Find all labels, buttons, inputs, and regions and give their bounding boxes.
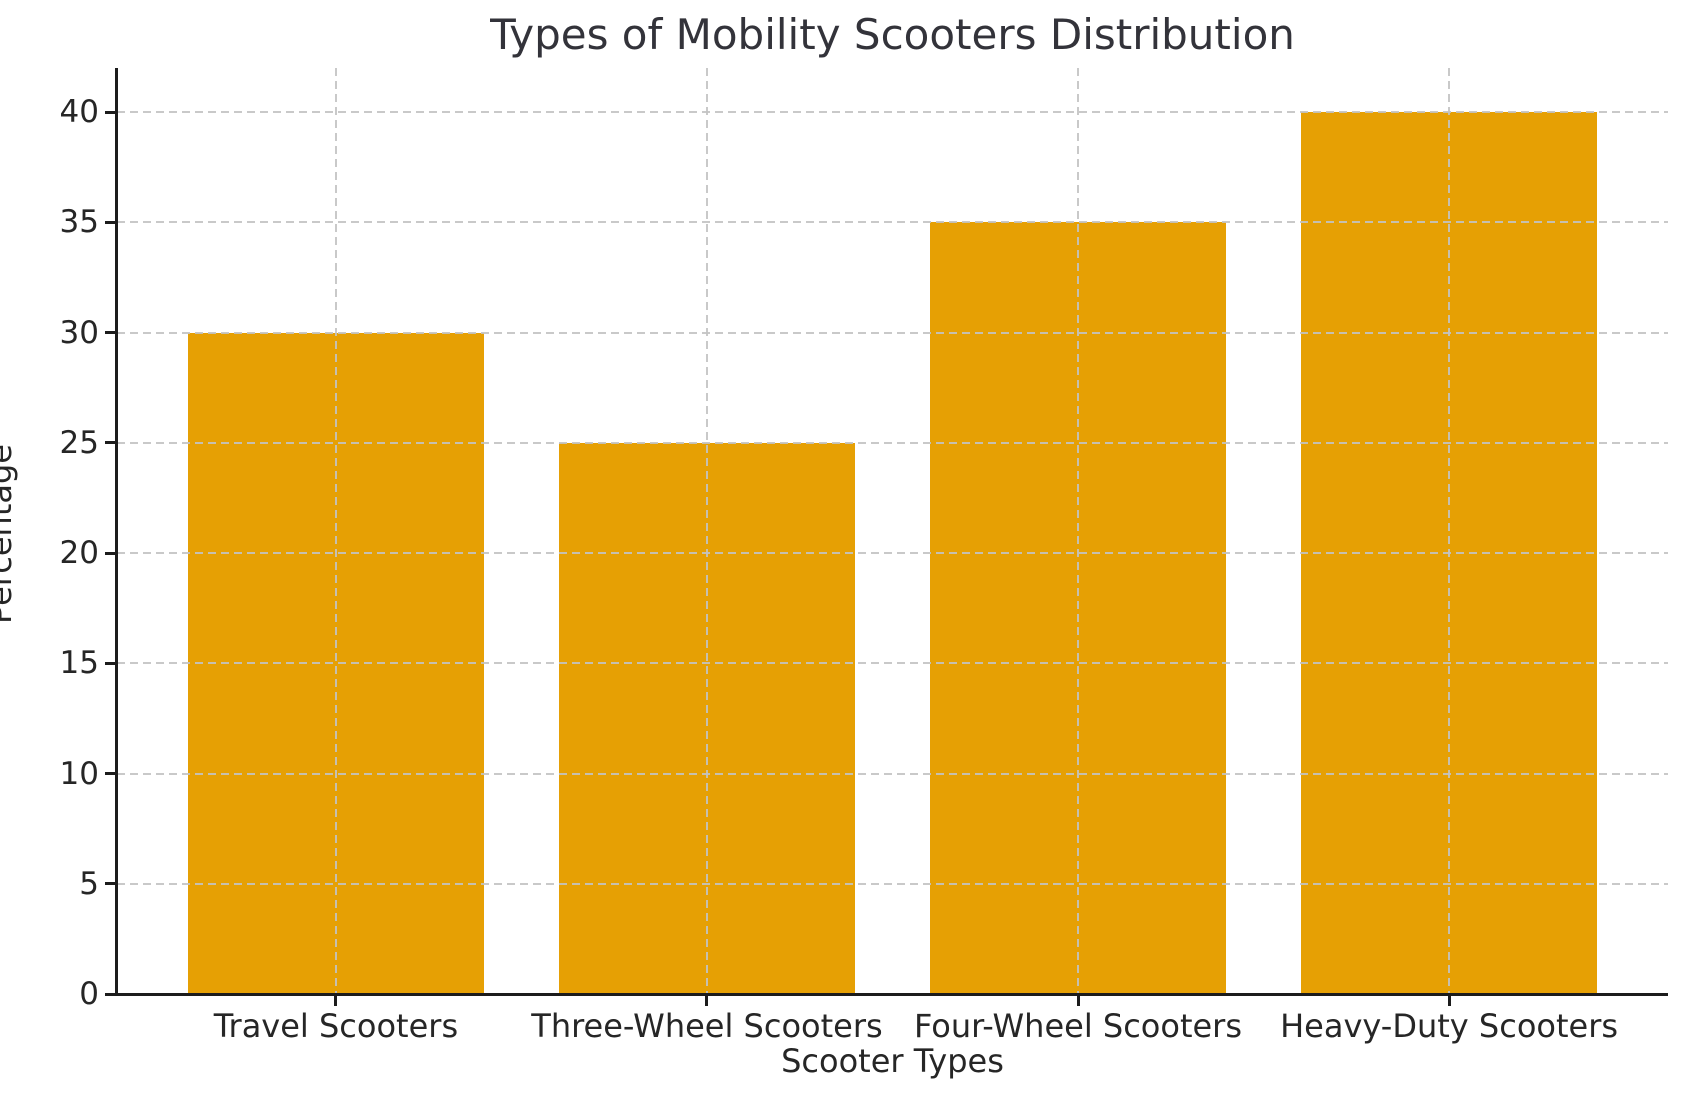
ytick-label-15: 15 xyxy=(59,645,99,682)
ytick-mark-0 xyxy=(105,992,117,996)
gridline-y-30 xyxy=(117,331,1668,334)
gridline-y-40 xyxy=(117,111,1668,114)
ytick-label-35: 35 xyxy=(59,204,99,241)
gridline-y-25 xyxy=(117,441,1668,444)
ytick-label-5: 5 xyxy=(79,865,99,902)
x-axis-spine xyxy=(115,993,1668,996)
ytick-mark-25 xyxy=(105,441,117,445)
ytick-mark-15 xyxy=(105,661,117,665)
gridline-y-20 xyxy=(117,552,1668,555)
xtick-mark-2 xyxy=(1076,994,1080,1006)
xtick-mark-1 xyxy=(705,994,709,1006)
xtick-label-0: Travel Scooters xyxy=(213,1007,459,1045)
ytick-label-30: 30 xyxy=(59,314,99,351)
y-axis-label: Percentage xyxy=(0,444,19,625)
y-axis-spine xyxy=(115,68,118,994)
ytick-label-10: 10 xyxy=(59,755,99,792)
gridline-x-0 xyxy=(334,68,337,994)
ytick-mark-40 xyxy=(105,110,117,114)
ytick-label-40: 40 xyxy=(59,94,99,131)
xtick-mark-3 xyxy=(1447,994,1451,1006)
ytick-mark-30 xyxy=(105,331,117,335)
gridline-y-5 xyxy=(117,882,1668,885)
ytick-mark-5 xyxy=(105,882,117,886)
gridline-y-15 xyxy=(117,662,1668,665)
xtick-label-1: Three-Wheel Scooters xyxy=(531,1007,883,1045)
ytick-label-20: 20 xyxy=(59,535,99,572)
plot-area xyxy=(115,68,1668,996)
ytick-label-25: 25 xyxy=(59,424,99,461)
chart-title: Types of Mobility Scooters Distribution xyxy=(490,10,1295,59)
x-axis-label: Scooter Types xyxy=(781,1042,1004,1080)
ytick-mark-20 xyxy=(105,551,117,555)
ytick-label-0: 0 xyxy=(79,976,99,1012)
xtick-label-2: Four-Wheel Scooters xyxy=(914,1007,1242,1045)
xtick-label-3: Heavy-Duty Scooters xyxy=(1280,1007,1619,1045)
gridline-x-3 xyxy=(1448,68,1451,994)
gridline-y-10 xyxy=(117,772,1668,775)
ytick-mark-10 xyxy=(105,772,117,776)
ytick-mark-35 xyxy=(105,220,117,224)
gridline-x-2 xyxy=(1077,68,1080,994)
gridline-y-35 xyxy=(117,221,1668,224)
gridline-x-1 xyxy=(705,68,708,994)
xtick-mark-0 xyxy=(334,994,338,1006)
